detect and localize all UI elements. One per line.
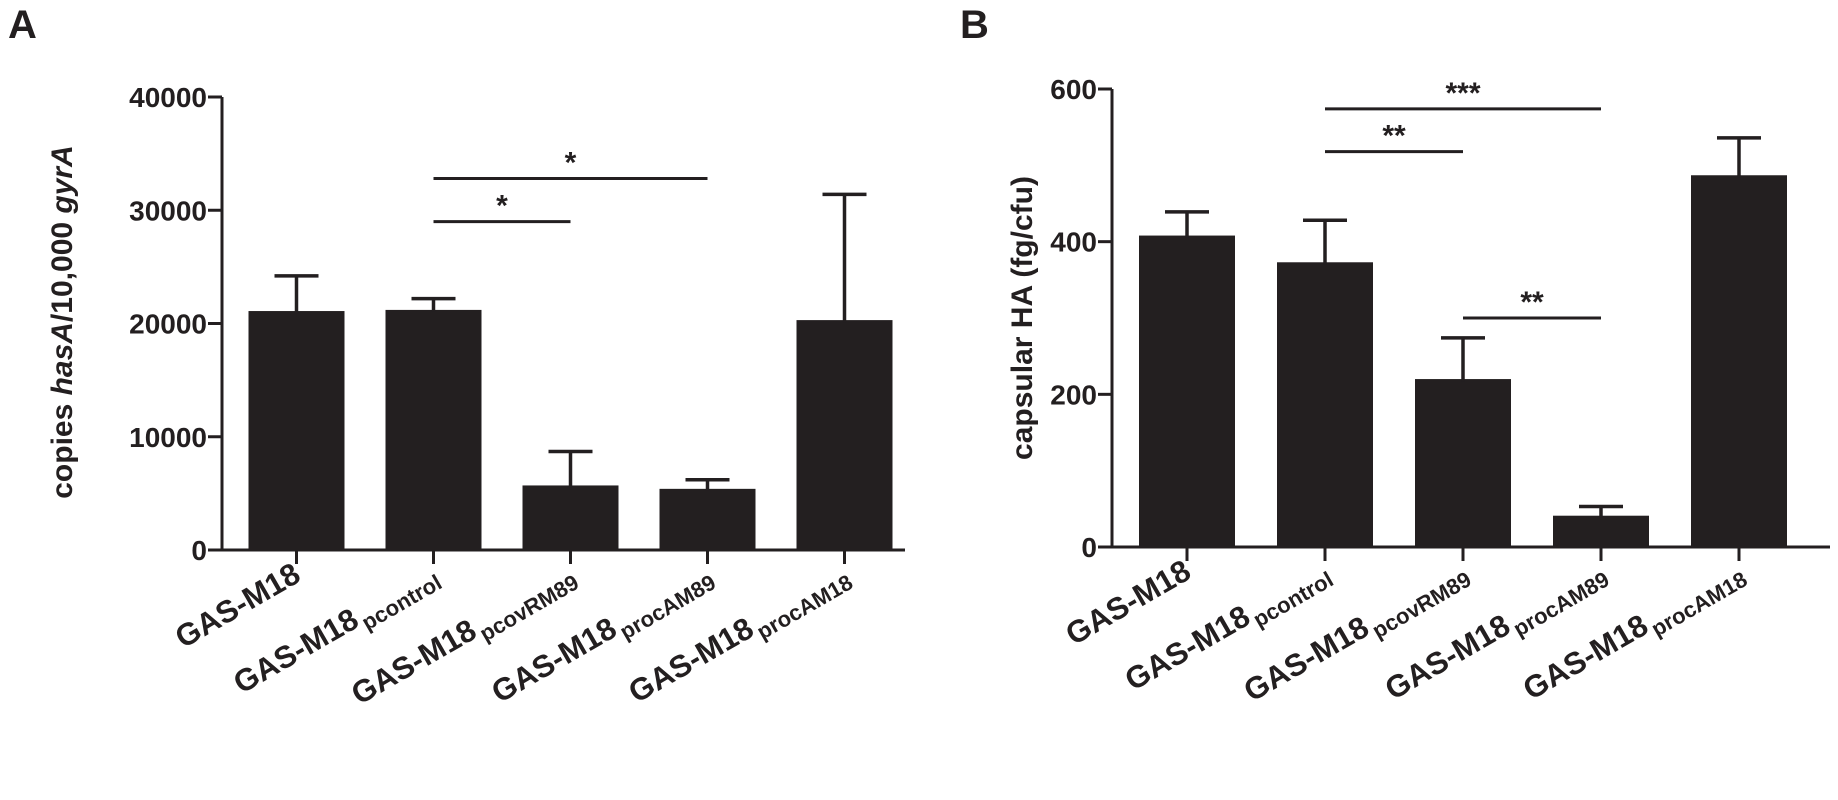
y-tick-label: 0 — [191, 535, 207, 566]
significance-label: ** — [1520, 286, 1544, 319]
bar — [1139, 235, 1235, 547]
y-tick-label: 400 — [1050, 227, 1097, 258]
x-tick-label: GAS-M18procAM89 — [1379, 553, 1614, 712]
bar — [248, 311, 345, 550]
bar — [522, 485, 619, 550]
x-tick-label-subscript: pcontrol — [357, 570, 446, 636]
y-axis-label: capsular HA (fg/cfu) — [1006, 176, 1039, 460]
bar — [659, 488, 756, 550]
panel-label: A — [8, 3, 37, 47]
panel-a-bar-chart: A 0 10000 20000 30000 40000 copies hasA/10,000… — [8, 3, 905, 717]
bar — [796, 320, 893, 550]
bar — [1415, 379, 1511, 547]
y-tick-label: 600 — [1050, 74, 1097, 105]
x-tick-label: GAS-M18procAM89 — [485, 556, 720, 715]
y-tick-label: 20000 — [129, 309, 207, 340]
y-axis-label-part: capsular HA (fg/cfu) — [1006, 176, 1039, 460]
x-tick-label: GAS-M18procAM18 — [1517, 553, 1752, 712]
x-tick-label-subscript: procAM18 — [1647, 567, 1752, 642]
bar — [1553, 515, 1649, 547]
x-tick-label-subscript: pcontrol — [1249, 567, 1338, 633]
significance-label: ** — [1382, 120, 1406, 153]
y-tick-label: 30000 — [129, 195, 207, 226]
significance-label: *** — [1445, 77, 1480, 110]
bar — [1691, 175, 1787, 548]
y-axis-label-part: gyrA — [46, 145, 79, 214]
y-tick-label: 0 — [1081, 532, 1097, 563]
panel-label: B — [960, 3, 989, 47]
x-tick-label-subscript: procAM18 — [752, 570, 857, 645]
y-axis-label: copies hasA/10,000 gyrA — [46, 145, 79, 499]
bar — [385, 309, 482, 550]
y-axis-label-part: /10,000 — [46, 214, 79, 322]
y-tick-label: 10000 — [129, 422, 207, 453]
x-tick-label: GAS-M18procAM18 — [622, 556, 857, 715]
y-tick-label: 40000 — [129, 82, 207, 113]
y-axis-label-part: copies — [46, 395, 79, 498]
y-tick-label: 200 — [1050, 379, 1097, 410]
y-axis-label-part: hasA — [46, 322, 79, 395]
bar — [1277, 262, 1373, 547]
significance-label: * — [496, 190, 508, 223]
x-tick-label: GAS-M18pcovRM89 — [345, 556, 583, 717]
x-tick-label: GAS-M18pcovRM89 — [1238, 553, 1476, 714]
significance-label: * — [565, 147, 577, 180]
